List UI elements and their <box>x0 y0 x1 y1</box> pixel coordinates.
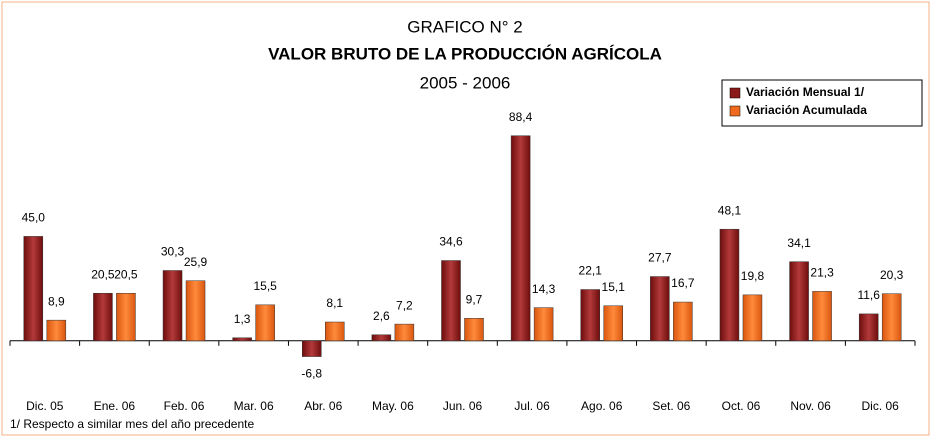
x-tick-label: May. 06 <box>372 399 414 413</box>
x-tick-label: Feb. 06 <box>164 399 205 413</box>
legend-swatch <box>729 87 741 99</box>
x-tick-label: Abr. 06 <box>304 399 342 413</box>
data-label: -6,8 <box>301 367 322 381</box>
data-label: 34,1 <box>787 236 811 250</box>
bar <box>394 323 415 342</box>
pretitle: GRAFICO N° 2 <box>407 17 522 36</box>
bar <box>185 280 206 342</box>
data-label: 21,3 <box>810 266 834 280</box>
bar <box>858 313 879 342</box>
x-tick-label: Ene. 06 <box>94 399 136 413</box>
x-tick-label: Mar. 06 <box>234 399 274 413</box>
x-tick-label: Set. 06 <box>652 399 690 413</box>
bar <box>441 260 461 342</box>
footnote: 1/ Respecto a similar mes del año preced… <box>10 417 254 431</box>
bar <box>93 292 113 342</box>
data-label: 14,3 <box>532 282 556 296</box>
x-tick-label: Jun. 06 <box>443 399 483 413</box>
data-label: 20,3 <box>880 268 904 282</box>
data-label: 27,7 <box>648 251 672 265</box>
bar <box>46 319 67 342</box>
data-label: 15,1 <box>602 280 626 294</box>
data-label: 8,9 <box>48 294 65 308</box>
bar <box>510 135 531 342</box>
data-label: 25,9 <box>184 255 208 269</box>
bar <box>23 236 44 342</box>
data-label: 45,0 <box>22 211 46 225</box>
data-label: 1,3 <box>234 312 251 326</box>
x-tick-label: Dic. 05 <box>26 399 64 413</box>
data-label: 20,5 <box>91 267 115 281</box>
legend-swatch <box>729 105 741 117</box>
data-label: 15,5 <box>253 279 277 293</box>
bar <box>719 228 740 342</box>
bar <box>116 292 136 342</box>
data-label: 19,8 <box>741 269 765 283</box>
x-tick-label: Ago. 06 <box>581 399 623 413</box>
bar <box>232 337 252 342</box>
bar <box>302 340 322 357</box>
data-label: 8,1 <box>326 296 343 310</box>
data-label: 2,6 <box>373 309 390 323</box>
data-label: 9,7 <box>466 292 483 306</box>
bar <box>603 305 623 342</box>
data-label: 22,1 <box>579 264 603 278</box>
x-tick-label: Oct. 06 <box>722 399 761 413</box>
bar <box>580 289 600 342</box>
bar <box>673 301 693 342</box>
data-label: 7,2 <box>396 298 413 312</box>
data-label: 30,3 <box>161 245 185 259</box>
data-label: 88,4 <box>509 110 533 124</box>
chart-subtitle: 2005 - 2006 <box>420 73 511 92</box>
bar <box>162 270 183 342</box>
data-label: 48,1 <box>718 203 742 217</box>
bar <box>371 334 392 342</box>
bar <box>742 294 763 342</box>
bar <box>325 321 345 342</box>
legend <box>721 79 923 127</box>
legend-label: Variación Acumulada <box>746 103 867 117</box>
bar <box>812 291 832 342</box>
data-label: 16,7 <box>671 276 695 290</box>
bar <box>255 304 275 342</box>
bar <box>789 261 809 342</box>
x-tick-label: Jul. 06 <box>514 399 550 413</box>
bar <box>464 318 484 342</box>
legend-label: Variación Mensual 1/ <box>746 85 865 99</box>
bar <box>881 293 902 342</box>
chart-title: VALOR BRUTO DE LA PRODUCCIÓN AGRÍCOLA <box>268 44 662 63</box>
bar <box>650 276 670 342</box>
data-label: 11,6 <box>857 288 880 302</box>
data-label: 34,6 <box>439 235 463 249</box>
x-tick-label: Dic. 06 <box>862 399 900 413</box>
data-label: 20,5 <box>114 267 138 281</box>
x-tick-label: Nov. 06 <box>790 399 831 413</box>
bar <box>533 307 554 342</box>
